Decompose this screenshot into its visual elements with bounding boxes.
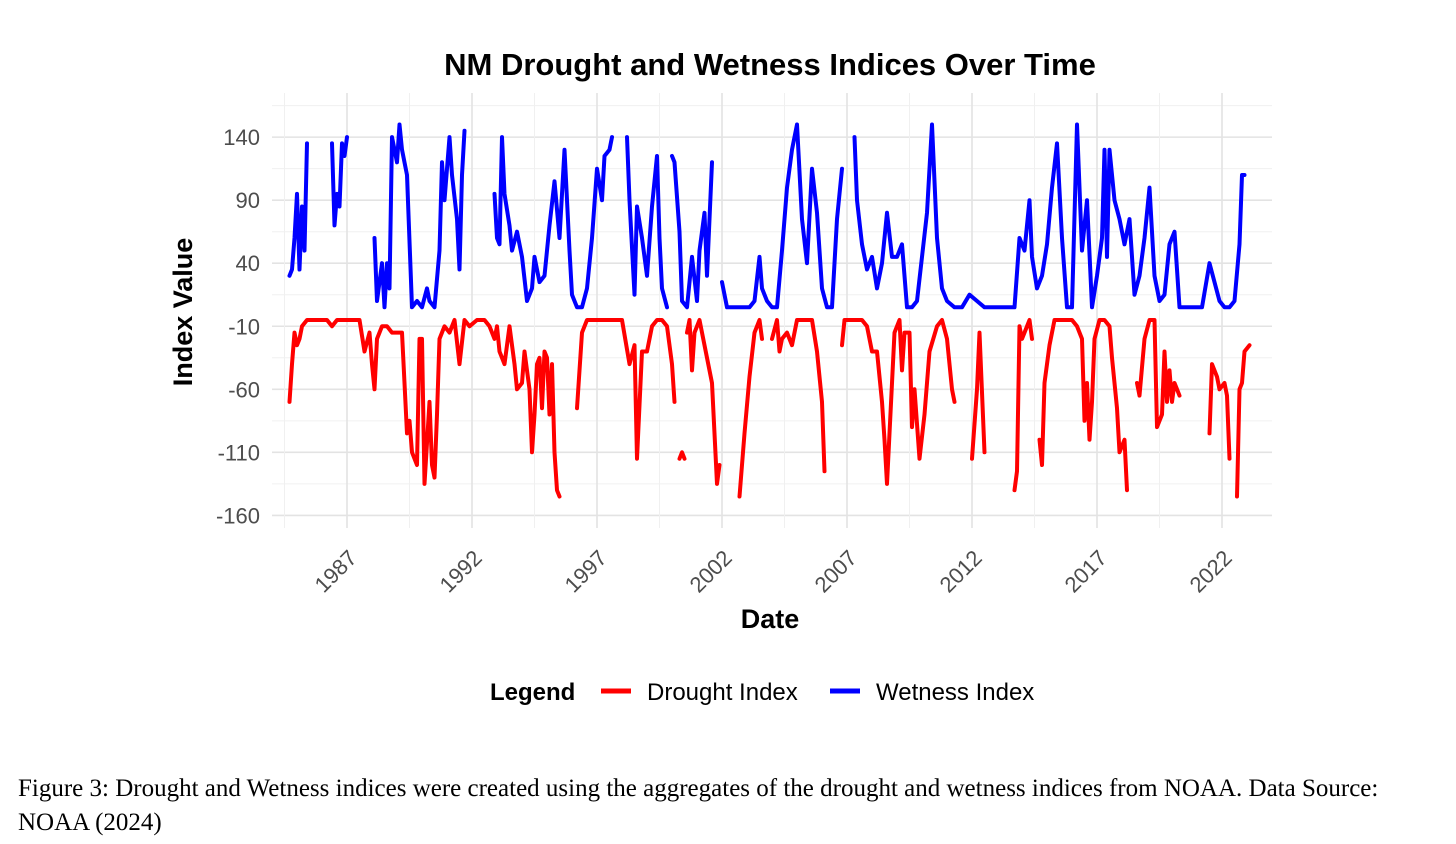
x-tick-label: 2012 bbox=[935, 545, 987, 597]
x-tick-label: 2007 bbox=[810, 545, 862, 597]
series-wetness-index bbox=[287, 122, 1247, 310]
y-tick-label: 90 bbox=[236, 188, 260, 213]
series-line-segment bbox=[372, 122, 467, 310]
y-tick-label: -60 bbox=[228, 377, 260, 402]
x-tick-labels: 1987 1992 1997 2002 2007 2012 2017 2022 bbox=[310, 545, 1237, 597]
series-line-segment bbox=[1135, 318, 1182, 430]
series-line-segment bbox=[720, 122, 844, 310]
x-axis-title: Date bbox=[741, 604, 800, 634]
series-line-segment bbox=[1207, 362, 1232, 461]
legend-label-wetness: Wetness Index bbox=[876, 679, 1034, 706]
series-drought-index bbox=[287, 318, 1252, 499]
series-line-segment bbox=[625, 135, 669, 310]
series-line-segment bbox=[492, 135, 614, 310]
series-line-segment bbox=[287, 318, 562, 499]
legend-title: Legend bbox=[490, 679, 575, 706]
x-tick-label: 2002 bbox=[685, 545, 737, 597]
series-line-segment bbox=[1012, 318, 1034, 493]
y-axis-title: Index Value bbox=[168, 238, 198, 387]
series-line-segment bbox=[685, 318, 722, 486]
y-tick-label: 40 bbox=[236, 251, 260, 276]
series-line-segment bbox=[670, 154, 714, 310]
y-tick-label: -10 bbox=[228, 314, 260, 339]
series-line-segment bbox=[770, 318, 827, 474]
figure-caption: Figure 3: Drought and Wetness indices we… bbox=[18, 775, 1379, 836]
x-tick-label: 2022 bbox=[1185, 545, 1237, 597]
chart-title: NM Drought and Wetness Indices Over Time bbox=[444, 47, 1096, 82]
chart-svg: NM Drought and Wetness Indices Over Time… bbox=[168, 47, 1272, 706]
series-line-segment bbox=[852, 122, 1247, 310]
series-line-segment bbox=[1235, 343, 1252, 499]
series-line-segment bbox=[840, 318, 957, 486]
series-line-segment bbox=[970, 330, 987, 461]
y-tick-label: 140 bbox=[223, 125, 260, 150]
x-tick-label: 1992 bbox=[435, 545, 487, 597]
x-tick-label: 1997 bbox=[560, 545, 612, 597]
series-line-segment bbox=[677, 450, 687, 461]
series-line-segment bbox=[1037, 318, 1129, 493]
legend-label-drought: Drought Index bbox=[647, 679, 798, 706]
series-line-segment bbox=[330, 135, 349, 228]
y-tick-label: -160 bbox=[216, 503, 260, 528]
series-line-segment bbox=[575, 318, 677, 461]
series-line-segment bbox=[737, 318, 764, 499]
x-tick-label: 1987 bbox=[310, 545, 362, 597]
grid-lines bbox=[272, 93, 1272, 528]
series-layer bbox=[287, 122, 1252, 499]
y-tick-labels: 140 90 40 -10 -60 -110 -160 bbox=[216, 125, 260, 528]
legend: Legend Drought Index Wetness Index bbox=[490, 679, 1034, 706]
x-tick-label: 2017 bbox=[1060, 545, 1112, 597]
y-tick-label: -110 bbox=[218, 440, 260, 465]
series-line-segment bbox=[287, 141, 309, 278]
